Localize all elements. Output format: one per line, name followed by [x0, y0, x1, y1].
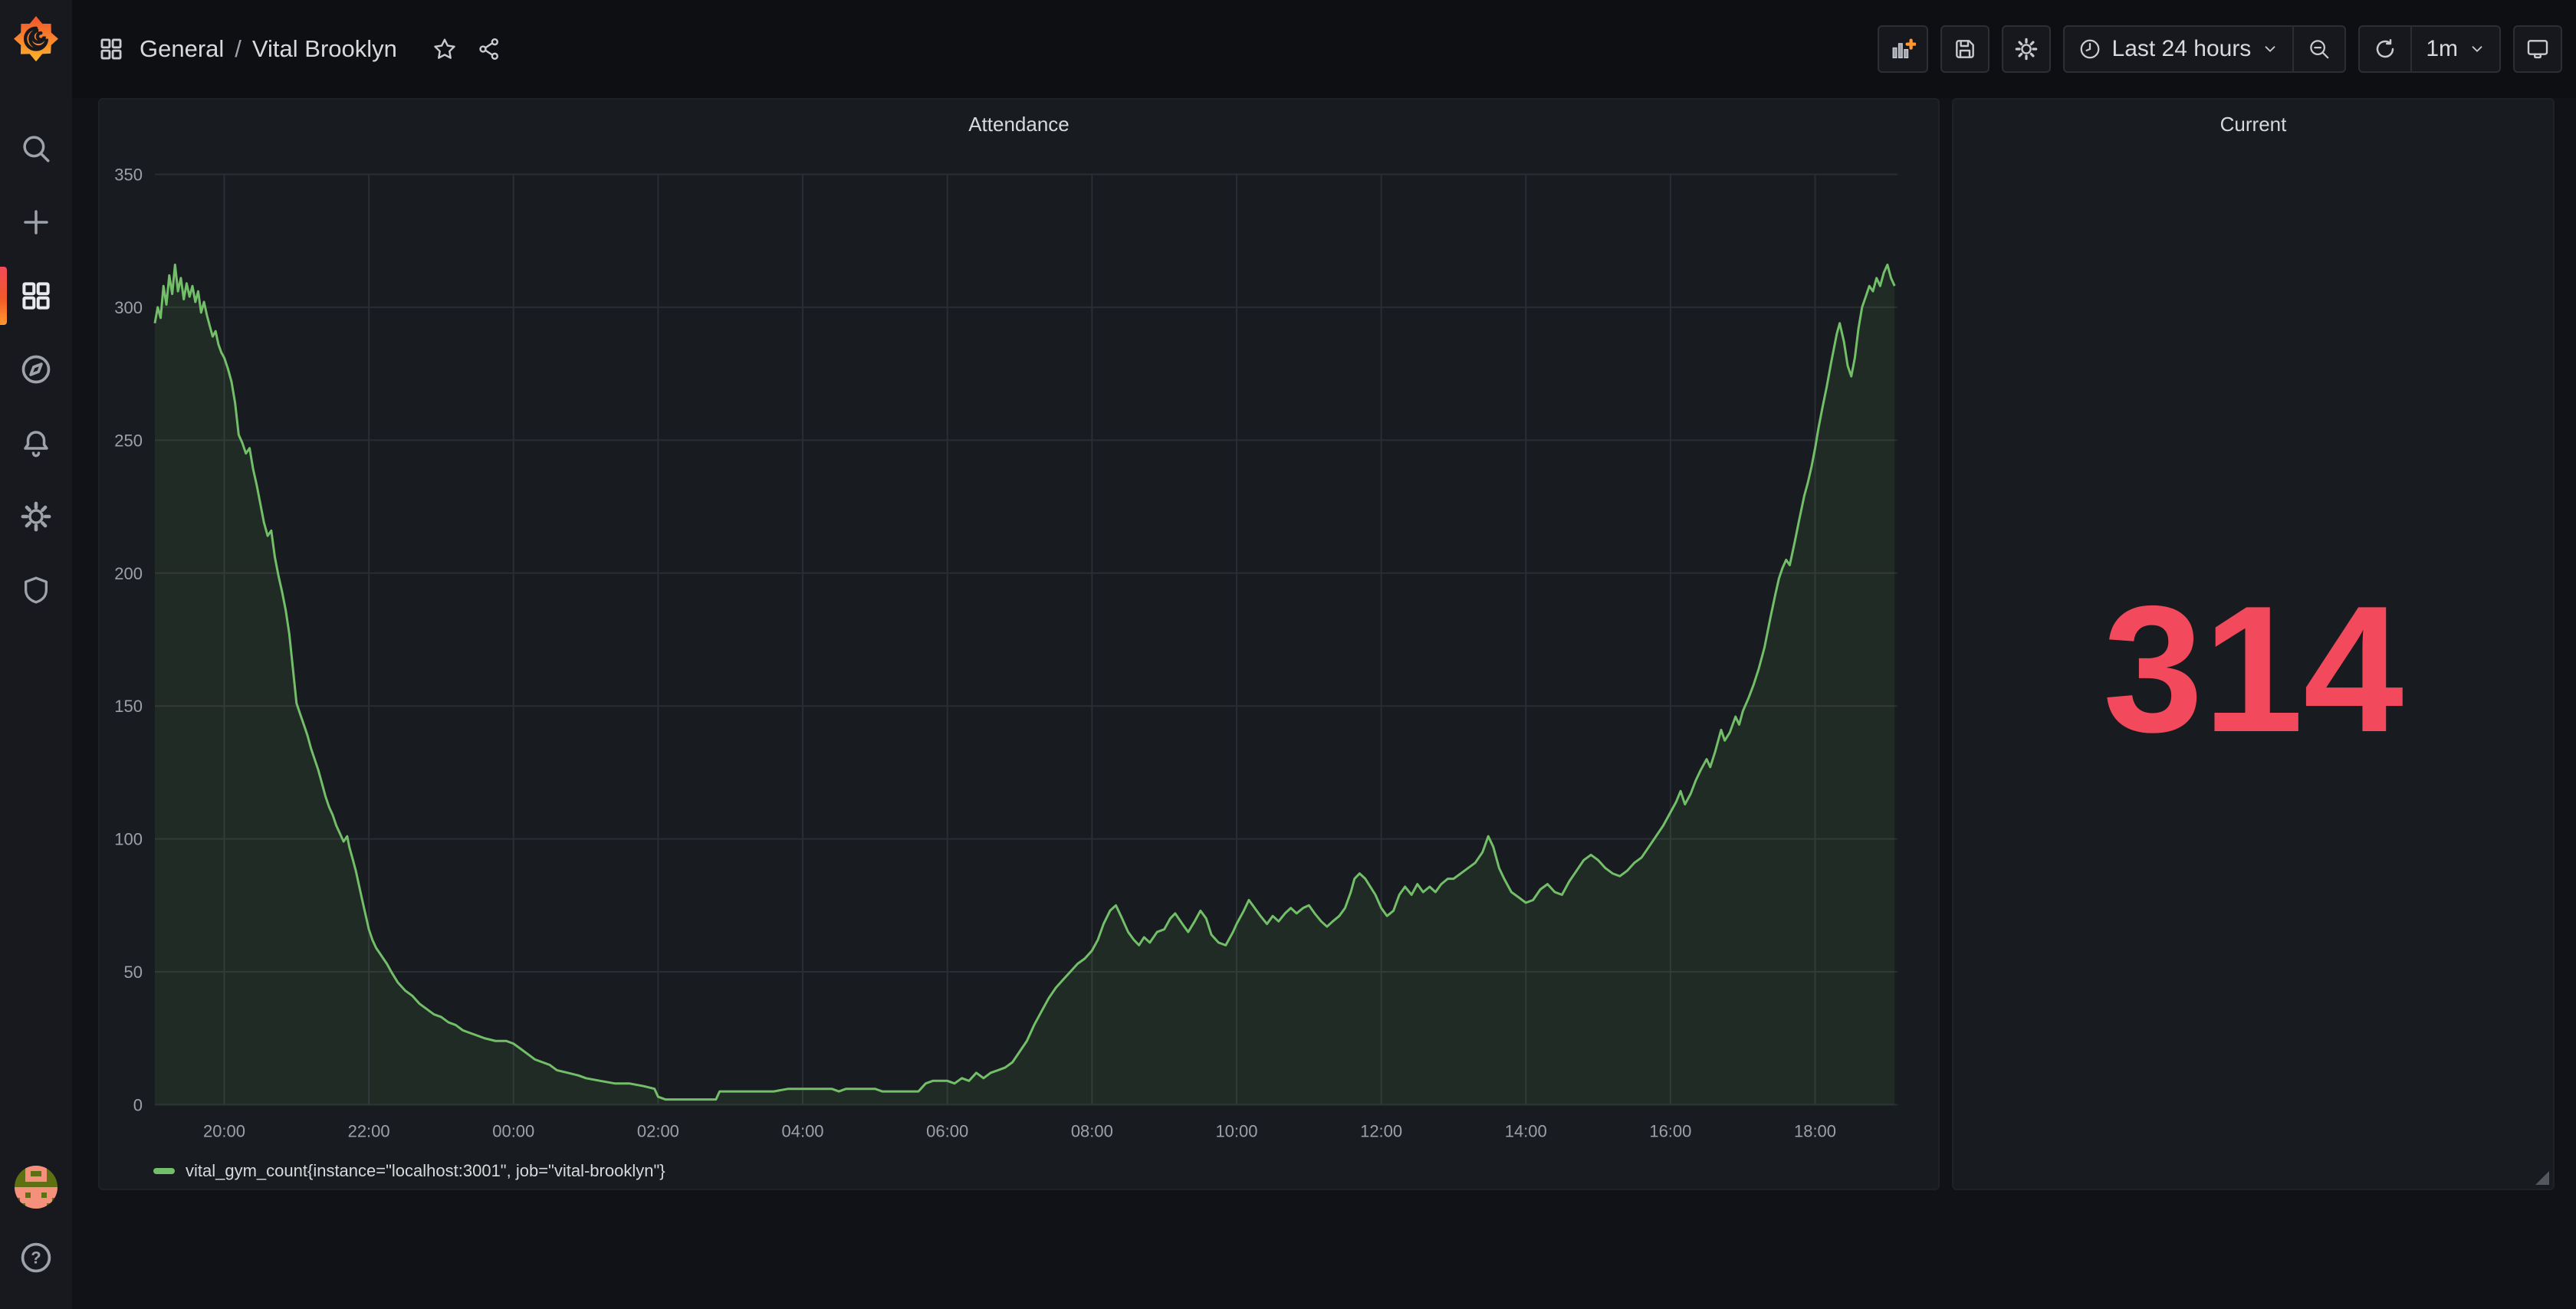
breadcrumb: General / Vital Brooklyn — [98, 35, 501, 63]
refresh-group: 1m — [2358, 25, 2501, 73]
svg-text:200: 200 — [114, 564, 143, 583]
compass-icon — [19, 353, 53, 386]
dashboard-settings-button[interactable] — [2002, 25, 2051, 73]
svg-text:0: 0 — [133, 1095, 143, 1114]
plus-icon — [20, 206, 52, 238]
dashboard-toolbar: Last 24 hours 1m — [1878, 25, 2562, 73]
svg-text:14:00: 14:00 — [1505, 1121, 1547, 1140]
search-icon — [20, 133, 52, 165]
sidebar: ? — [0, 0, 72, 1309]
svg-text:150: 150 — [114, 697, 143, 716]
svg-text:?: ? — [31, 1248, 41, 1268]
refresh-interval-picker[interactable]: 1m — [2410, 27, 2499, 71]
chevron-down-icon — [2262, 41, 2279, 57]
question-circle-icon: ? — [19, 1241, 53, 1275]
refresh-button[interactable] — [2360, 27, 2410, 71]
svg-text:50: 50 — [124, 963, 143, 982]
sidebar-bottom: ? — [15, 1166, 58, 1278]
refresh-icon — [2374, 38, 2397, 61]
save-icon — [1953, 37, 1977, 61]
current-stat-value: 314 — [2103, 579, 2404, 759]
svg-text:100: 100 — [114, 830, 143, 849]
add-panel-icon — [1890, 36, 1916, 62]
svg-text:00:00: 00:00 — [492, 1121, 534, 1140]
shield-icon — [21, 575, 51, 605]
sidebar-item-alerting[interactable] — [0, 406, 72, 480]
svg-text:250: 250 — [114, 431, 143, 450]
dashboards-grid-icon[interactable] — [98, 36, 124, 62]
save-dashboard-button[interactable] — [1940, 25, 1990, 73]
zoom-out-icon — [2308, 38, 2331, 61]
attendance-panel-title[interactable]: Attendance — [100, 100, 1938, 149]
legend-series-swatch[interactable] — [153, 1168, 175, 1174]
star-icon[interactable] — [432, 37, 457, 61]
svg-text:22:00: 22:00 — [348, 1121, 390, 1140]
share-icon[interactable] — [477, 37, 501, 61]
sidebar-item-search[interactable] — [0, 112, 72, 185]
bell-icon — [20, 427, 52, 459]
sidebar-item-server-admin[interactable] — [0, 553, 72, 627]
sidebar-item-explore[interactable] — [0, 333, 72, 406]
sidebar-item-configuration[interactable] — [0, 480, 72, 553]
breadcrumb-title[interactable]: Vital Brooklyn — [252, 35, 397, 63]
legend-series-label[interactable]: vital_gym_count{instance="localhost:3001… — [186, 1161, 665, 1181]
svg-text:04:00: 04:00 — [782, 1121, 824, 1140]
sidebar-item-dashboards[interactable] — [0, 259, 72, 333]
panel-resize-handle[interactable] — [2535, 1171, 2549, 1185]
svg-text:06:00: 06:00 — [926, 1121, 968, 1140]
chevron-down-icon — [2469, 41, 2486, 57]
avatar[interactable] — [15, 1166, 58, 1209]
svg-text:16:00: 16:00 — [1649, 1121, 1691, 1140]
sidebar-item-create[interactable] — [0, 185, 72, 259]
svg-text:12:00: 12:00 — [1360, 1121, 1402, 1140]
breadcrumb-separator: / — [235, 35, 242, 63]
avatar-image — [15, 1166, 58, 1209]
gear-icon — [20, 500, 52, 533]
zoom-out-button[interactable] — [2292, 27, 2344, 71]
monitor-icon — [2525, 37, 2550, 61]
chart-legend: vital_gym_count{instance="localhost:3001… — [153, 1161, 665, 1181]
svg-text:08:00: 08:00 — [1071, 1121, 1113, 1140]
svg-text:02:00: 02:00 — [637, 1121, 679, 1140]
add-panel-button[interactable] — [1878, 25, 1928, 73]
current-panel-title[interactable]: Current — [1953, 100, 2553, 149]
breadcrumb-section[interactable]: General — [140, 35, 224, 63]
svg-text:350: 350 — [114, 165, 143, 184]
svg-text:10:00: 10:00 — [1215, 1121, 1257, 1140]
dashboard-grid: Attendance 0 50 100 150 200 250 300 350 20:00 22:… — [72, 98, 2576, 1190]
time-range-group: Last 24 hours — [2063, 25, 2347, 73]
attendance-panel: Attendance 0 50 100 150 200 250 300 350 20:00 22:… — [98, 98, 1940, 1190]
sidebar-nav — [0, 112, 72, 627]
clock-icon — [2078, 38, 2101, 61]
stat-value-area: 314 — [1953, 149, 2553, 1189]
sidebar-item-help[interactable]: ? — [19, 1241, 53, 1278]
dashboards-grid-icon — [19, 279, 53, 313]
time-range-picker[interactable]: Last 24 hours — [2065, 27, 2293, 71]
attendance-chart[interactable]: 0 50 100 150 200 250 300 350 20:00 22:00 00:00 02:0… — [100, 100, 1938, 1142]
navbar: General / Vital Brooklyn — [72, 0, 2576, 98]
grafana-logo[interactable] — [12, 12, 61, 61]
current-panel: Current 314 — [1952, 98, 2555, 1190]
cycle-view-button[interactable] — [2513, 25, 2562, 73]
svg-text:20:00: 20:00 — [203, 1121, 245, 1140]
svg-text:18:00: 18:00 — [1794, 1121, 1836, 1140]
gear-icon — [2014, 37, 2039, 61]
svg-text:300: 300 — [114, 298, 143, 317]
time-range-label: Last 24 hours — [2112, 36, 2252, 62]
refresh-interval-label: 1m — [2426, 36, 2458, 62]
